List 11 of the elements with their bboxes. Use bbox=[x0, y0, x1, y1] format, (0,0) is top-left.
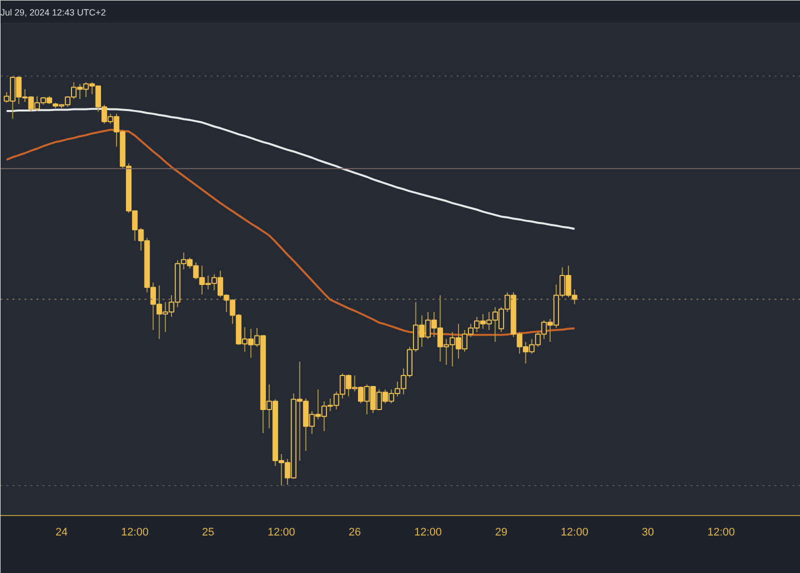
x-tick-label: 12:00 bbox=[268, 526, 296, 538]
x-tick-label: 29 bbox=[495, 526, 508, 538]
x-tick-label: 12:00 bbox=[707, 526, 735, 538]
x-tick-label: 25 bbox=[202, 526, 214, 538]
x-tick-label: 26 bbox=[348, 526, 361, 538]
text: Jul 29, 2024 12:43 UTC+2 bbox=[0, 8, 106, 18]
x-tick-label: 12:00 bbox=[414, 526, 442, 538]
x-tick-label: 24 bbox=[55, 526, 68, 538]
x-tick-label: 12:00 bbox=[121, 526, 149, 538]
x-tick-label: 30 bbox=[642, 526, 654, 538]
x-tick-label: 12:00 bbox=[560, 526, 588, 538]
